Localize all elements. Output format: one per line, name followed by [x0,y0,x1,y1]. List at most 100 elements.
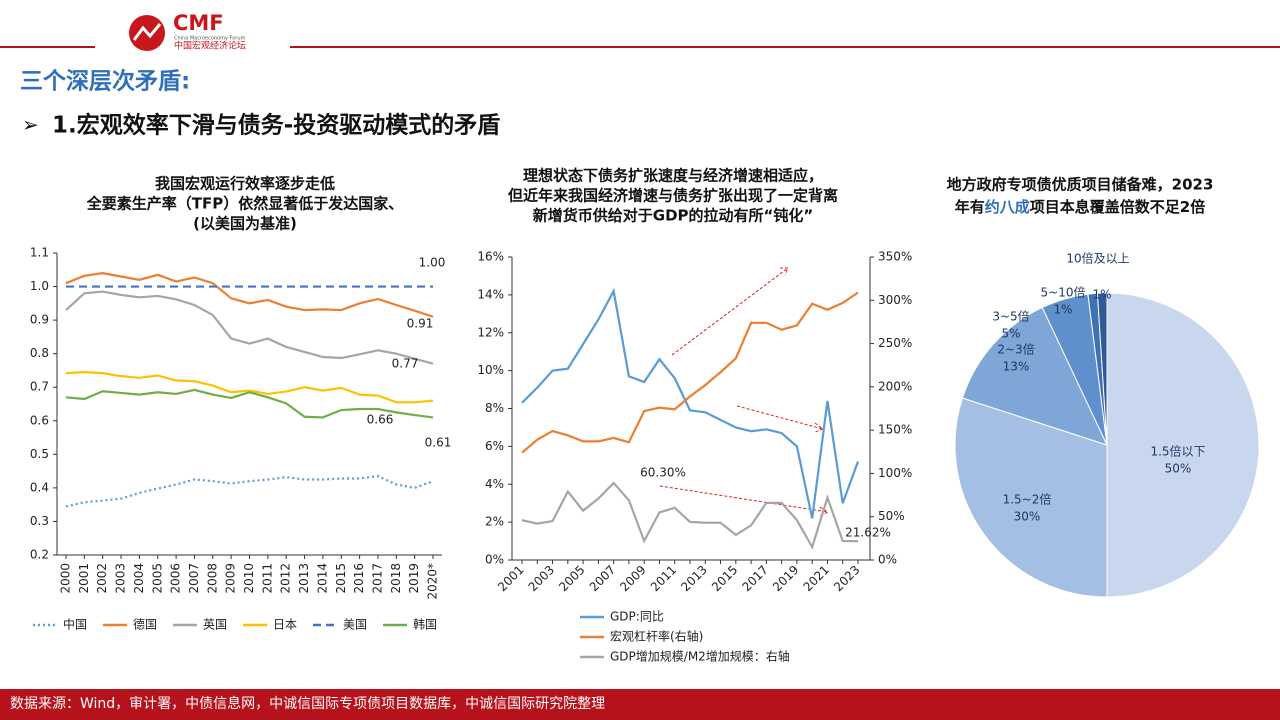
chart-title: 新增货币供给对于GDP的拉动有所“钝化” [533,207,813,225]
pie-slice [1096,292,1108,446]
slice-label: 5~10倍 [1041,285,1086,300]
data-label: 1.00 [419,256,446,270]
legend-label: 宏观杠杆率(右轴) [610,629,703,644]
x-tick-label: 2015 [709,563,740,594]
slide-subtitle: 1.宏观效率下滑与债务-投资驱动模式的矛盾 [52,112,500,139]
y-tick-label: 10% [477,363,504,377]
x-tick-label: 2014 [315,563,329,594]
series-line [521,287,860,519]
x-tick-label: 2013 [297,563,311,594]
x-tick-label: 2004 [132,563,146,594]
y2-tick-label: 100% [878,466,912,480]
chart-title: 年有约八成项目本息覆盖倍数不足2倍 [955,198,1205,216]
series-line [65,475,434,508]
x-tick-label: 2007 [587,563,618,594]
x-tick-label: 2018 [389,563,403,594]
x-tick-label: 2012 [279,563,293,594]
data-label: 60.30% [640,466,686,480]
x-tick-label: 2007 [187,563,201,594]
y-tick-label: 16% [477,250,504,264]
x-tick-label: 2005 [150,563,164,594]
slice-value: 1% [1092,288,1111,302]
slice-value: 5% [1001,327,1020,341]
y-tick-label: 0.8 [30,346,49,360]
pie-slice [954,397,1108,598]
legend-label: 英国 [203,618,227,632]
y-tick-label: 1.0 [30,279,49,293]
x-tick-label: 2011 [260,563,274,594]
x-tick-label: 2017 [739,563,770,594]
y-tick-label: 0.3 [30,514,49,528]
x-tick-label: 2010 [242,563,256,594]
x-tick-label: 2020* [426,563,440,600]
x-tick-label: 2008 [205,563,219,594]
y-tick-label: 0.6 [30,413,49,427]
slice-label: 3~5倍 [992,309,1029,324]
y2-tick-label: 250% [878,336,912,350]
chart-title: 我国宏观运行效率逐步走低 [155,175,335,193]
y2-tick-label: 150% [878,423,912,437]
slice-label: 10倍及以上 [1066,251,1129,266]
x-tick-label: 2017 [370,563,384,594]
y2-tick-label: 300% [878,293,912,307]
slice-value: 1% [1053,303,1072,317]
legend-label: 美国 [343,618,367,632]
series-line [65,290,434,365]
data-label: 0.91 [407,317,434,331]
logo-cn: 中国宏观经济论坛 [174,40,246,52]
legend-label: 中国 [63,617,87,632]
x-tick-label: 2001 [77,563,91,594]
pie-slice [961,306,1108,446]
chart-title: (以美国为基准) [193,215,297,233]
y-tick-label: 0.4 [30,480,49,494]
y-tick-label: 12% [477,325,504,339]
y-tick-label: 0% [485,553,504,567]
footer-bar [0,689,1280,720]
y-tick-label: 0.7 [30,380,49,394]
series-line [65,371,434,404]
slice-value: 30% [1014,510,1041,524]
pie-slice [1106,292,1260,598]
chart-title: 全要素生产率（TFP）依然显著低于发达国家、 [86,195,403,213]
series-line [65,388,434,419]
bullet: ➢ [22,113,39,137]
footer-source: 数据来源：Wind，审计署，中债信息网，中诚信国际专项债项目数据库，中诚信国际研… [10,695,605,712]
x-tick-label: 2003 [114,563,128,594]
x-tick-label: 2019 [407,563,421,594]
x-tick-label: 2009 [617,563,648,594]
legend-label: GDP:同比 [610,610,664,624]
logo-mark [132,23,162,41]
slice-label: 1.5倍以下 [1150,444,1205,459]
x-tick-label: 2019 [770,563,801,594]
y2-tick-label: 50% [878,509,905,523]
chart-title: 理想状态下债务扩张速度与经济增速相适应， [523,167,823,185]
data-label: 0.66 [367,413,394,427]
title-part: 年有 [955,198,985,216]
x-tick-label: 2005 [556,563,587,594]
logo-en: China Macroeconomy Forum [174,36,246,42]
y-tick-label: 0.9 [30,313,49,327]
slice-value: 50% [1165,462,1192,476]
y2-tick-label: 200% [878,379,912,393]
data-label: 21.62% [845,526,891,540]
x-tick-label: 2000 [59,563,73,594]
x-tick-label: 2002 [95,563,109,594]
series-line [521,481,859,550]
chart-title: 但近年来我国经济增速与债务扩张出现了一定背离 [507,187,838,205]
y-tick-label: 0.5 [30,447,49,461]
x-tick-label: 2015 [334,563,348,594]
y-tick-label: 1.1 [30,246,49,260]
slice-label: 1.5~2倍 [1003,492,1052,507]
x-tick-label: 2003 [526,563,557,594]
x-tick-label: 2013 [678,563,709,594]
title-highlight: 约八成 [985,198,1030,216]
y-tick-label: 2% [485,515,504,529]
title-part: 项目本息覆盖倍数不足2倍 [1030,198,1205,216]
y2-tick-label: 0% [878,553,897,567]
y-tick-label: 8% [485,401,504,415]
slide-title: 三个深层次矛盾: [20,68,190,95]
x-tick-label: 2006 [169,563,183,594]
x-tick-label: 2021 [801,563,832,594]
legend-label: 日本 [273,618,297,632]
